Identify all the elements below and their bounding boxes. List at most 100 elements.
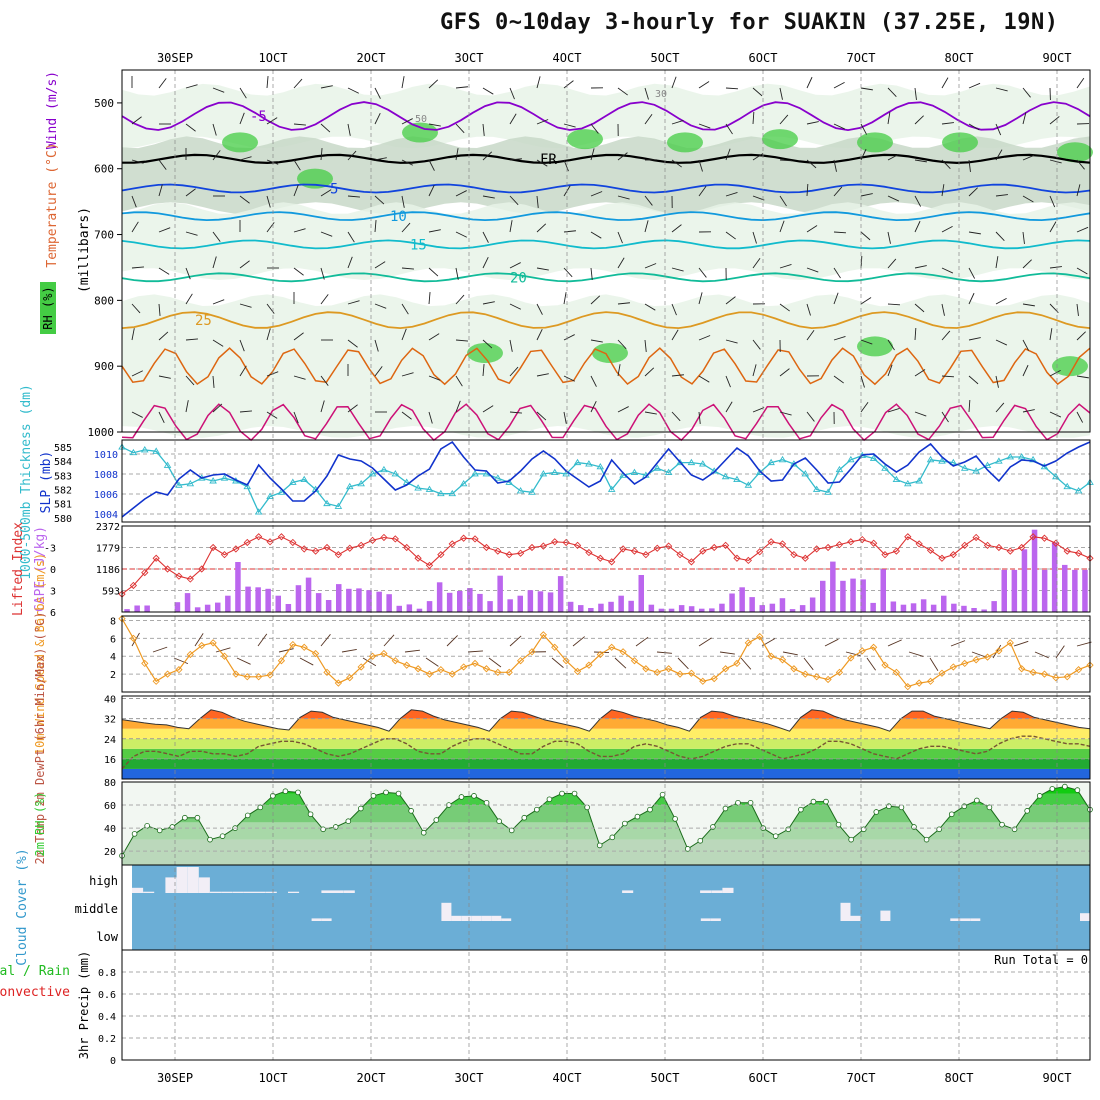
wind-barb (347, 150, 357, 161)
x-top-label-5: 5OCT (651, 51, 680, 65)
wind-barb (779, 220, 785, 233)
wind-barb (212, 299, 225, 305)
rh-contour-label: 50 (415, 114, 427, 125)
wind-barb (347, 339, 358, 348)
rh-point (169, 824, 176, 830)
wind-barb (401, 76, 405, 89)
wind-speed-point (186, 650, 194, 659)
wind-speed-point (311, 649, 320, 658)
li-point (1063, 547, 1071, 555)
thickness-point (277, 488, 286, 495)
wind-barb (617, 195, 630, 200)
wind-barb (158, 331, 169, 341)
wind-barb (1022, 231, 1025, 244)
wind-barb (509, 303, 521, 310)
thickness-point (847, 455, 855, 463)
wind-barb (374, 113, 381, 125)
rh-point (345, 818, 352, 824)
wind-barb (644, 303, 656, 311)
wind-barb (1049, 221, 1057, 233)
wind-barb (212, 339, 224, 347)
thickness-point (983, 461, 992, 468)
wind-barb (428, 333, 440, 341)
wind-barb (401, 118, 413, 125)
wind-barb (941, 303, 945, 316)
wind-tick-label: 6 (110, 634, 116, 645)
li-point (904, 533, 912, 541)
cloud-bar (850, 915, 861, 921)
wind-barb (401, 195, 405, 208)
wind-barb (1076, 226, 1089, 233)
wind-barb (752, 258, 761, 269)
wind-speed-point (494, 668, 502, 676)
wind-barb (509, 411, 522, 414)
thickness-point (676, 458, 684, 466)
cape-bar (517, 595, 523, 612)
wind-barb (185, 123, 196, 132)
wind-barb (752, 153, 764, 161)
wind-barb (563, 411, 567, 424)
x-bottom-label-1: 1OCT (259, 1071, 288, 1085)
wind-speed-point (346, 674, 354, 682)
wind-barb (1049, 159, 1062, 164)
wind-barb (185, 267, 191, 280)
cape-tick-label: 1186 (96, 565, 120, 576)
wind-speed-point (1029, 668, 1037, 676)
rh-point (182, 814, 188, 821)
wind-speed-point (869, 643, 878, 651)
li-point (437, 551, 445, 559)
wind-barb (887, 339, 895, 351)
cape-bar (890, 601, 897, 612)
surface-wind-barb (1034, 651, 1049, 659)
thickness-ylabel: 1000-500mb Thickness (dm) (19, 384, 34, 580)
wind-barb (563, 230, 576, 233)
wind-barb (995, 375, 999, 388)
cloud-bar (198, 877, 210, 893)
thickness-point (300, 475, 309, 483)
rh-tick-label: 20 (104, 847, 116, 858)
thickness-point (186, 479, 195, 487)
thickness-tick-label: 581 (54, 500, 72, 511)
wind-barb (698, 411, 701, 424)
rh-point (496, 818, 502, 824)
wind-barb (644, 367, 655, 377)
precip-tick-label: 0.4 (98, 1012, 116, 1023)
li-point (232, 545, 240, 553)
rh-tick-label: 80 (104, 778, 116, 789)
rh-point (282, 788, 289, 795)
cape-bar (336, 584, 342, 612)
x-bottom-label-6: 6OCT (749, 1071, 778, 1085)
wind-barb (725, 231, 736, 240)
wind-barb (428, 185, 435, 197)
rh-point (546, 796, 553, 803)
cape-bar (799, 605, 806, 612)
rh-band (122, 136, 1090, 214)
wind-barb (941, 330, 951, 341)
wind-barb (293, 159, 301, 171)
cape-bar (709, 608, 715, 612)
wind-barb (482, 339, 493, 349)
isotherm-line (121, 183, 1091, 194)
wind-barb (860, 231, 871, 241)
isotherm-label: -5 (250, 109, 267, 125)
wind-barb (941, 77, 949, 89)
cape-bar (699, 608, 705, 612)
wind-barb (671, 329, 679, 341)
isotherm-label: 25 (195, 313, 212, 329)
li-point (653, 544, 661, 552)
cape-bar (1041, 569, 1048, 612)
surface-wind-barb (803, 657, 814, 671)
wind-barb (779, 264, 792, 269)
wind-barb (698, 81, 710, 89)
wind-barb (995, 339, 1008, 346)
wind-barb (347, 300, 360, 305)
cape-bar (648, 604, 655, 612)
li-point (642, 551, 650, 559)
wind-barb (374, 195, 385, 205)
cloud-bar (187, 867, 199, 893)
wind-barb (941, 122, 954, 125)
wind-speed-point (949, 663, 957, 671)
cape-bar (174, 602, 181, 612)
cloud-bar (880, 910, 891, 921)
wind-speed-point (152, 677, 160, 685)
